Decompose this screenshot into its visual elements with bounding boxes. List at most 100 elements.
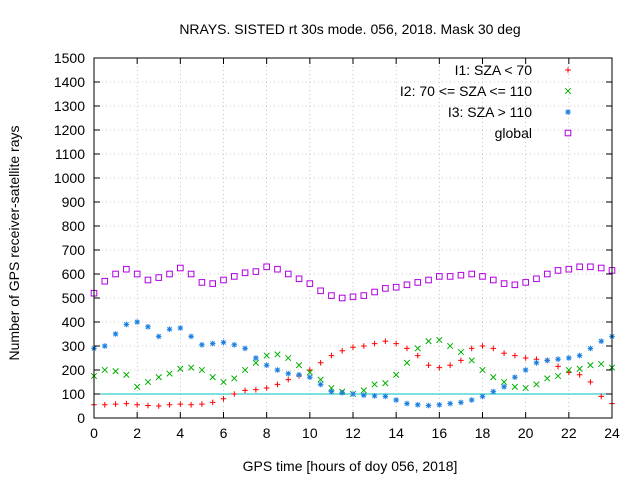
data-point [231, 375, 238, 382]
data-point [144, 276, 152, 284]
data-point [522, 384, 529, 392]
data-point [511, 383, 519, 390]
data-point [587, 263, 594, 271]
x-tick-label: 6 [220, 425, 228, 441]
y-tick-label: 400 [62, 314, 86, 330]
data-point [414, 402, 421, 408]
x-tick-label: 8 [263, 425, 271, 441]
data-point [393, 340, 399, 347]
data-point [166, 370, 173, 377]
data-point [393, 371, 400, 378]
data-point [252, 359, 260, 366]
legend-marker [565, 67, 571, 73]
x-tick-label: 18 [475, 425, 491, 441]
y-tick-label: 0 [77, 410, 85, 426]
data-point [468, 270, 476, 278]
data-point [274, 265, 281, 273]
data-point [565, 265, 573, 273]
data-point [307, 374, 313, 380]
data-point [133, 270, 141, 278]
data-point [425, 402, 432, 409]
y-tick-label: 300 [62, 338, 86, 354]
y-tick-label: 700 [62, 242, 86, 258]
data-point [263, 352, 270, 359]
data-point [479, 273, 486, 280]
data-point [101, 366, 108, 374]
data-point [500, 378, 508, 386]
y-tick-label: 1200 [54, 122, 85, 138]
data-point [220, 339, 227, 346]
data-point [242, 387, 248, 394]
data-point [522, 279, 529, 286]
data-point [414, 352, 421, 359]
data-point [306, 369, 313, 376]
data-point [392, 283, 400, 291]
data-point [576, 352, 583, 359]
data-point [123, 371, 130, 378]
data-point [328, 388, 335, 395]
data-point [339, 390, 346, 396]
data-point [209, 280, 217, 287]
y-tick-label: 1100 [55, 146, 85, 162]
data-point [166, 270, 173, 278]
data-point [393, 397, 399, 403]
legend-marker [565, 109, 571, 115]
data-point [490, 374, 497, 381]
x-tick-label: 20 [518, 425, 534, 441]
y-tick-label: 200 [62, 362, 86, 378]
data-point [134, 319, 140, 325]
data-point [198, 279, 206, 286]
data-point [209, 374, 216, 381]
y-tick-label: 1400 [54, 74, 85, 90]
legend-label: global [495, 125, 532, 141]
data-point [328, 292, 335, 299]
data-point [544, 375, 551, 382]
data-point [554, 267, 562, 274]
x-tick-label: 4 [176, 425, 184, 441]
data-point [512, 352, 518, 359]
data-point [446, 342, 454, 350]
data-point [436, 336, 443, 344]
data-point [479, 343, 486, 349]
x-tick-label: 16 [432, 425, 448, 441]
data-point [490, 345, 497, 352]
data-point [457, 271, 465, 279]
data-point [317, 381, 324, 388]
y-axis-label: Number of GPS receiver-satellite rays [6, 126, 22, 361]
y-tick-label: 1000 [54, 170, 85, 186]
data-point [382, 285, 389, 292]
data-point [155, 333, 162, 340]
data-point [285, 354, 292, 362]
legend-marker [564, 129, 572, 137]
data-point [177, 401, 184, 407]
data-point [489, 276, 497, 284]
data-point [134, 383, 141, 390]
data-point [555, 363, 561, 370]
data-point [177, 365, 184, 372]
data-point [598, 360, 605, 368]
data-point [468, 345, 475, 352]
data-point [371, 381, 378, 388]
data-point [468, 357, 475, 364]
data-point [252, 268, 260, 275]
data-point [220, 378, 227, 386]
data-point [274, 381, 281, 388]
data-point [285, 370, 292, 377]
y-tick-label: 800 [62, 218, 86, 234]
y-tick-label: 1500 [54, 50, 85, 66]
data-point [263, 263, 270, 271]
data-point [166, 402, 173, 408]
data-point [371, 288, 378, 296]
data-point [209, 399, 216, 406]
data-point [317, 376, 324, 383]
data-point [123, 265, 130, 273]
data-point [274, 367, 281, 373]
x-tick-label: 0 [90, 425, 98, 441]
data-point [576, 365, 583, 372]
data-point [306, 280, 314, 287]
data-point [382, 393, 389, 400]
data-point [533, 360, 540, 366]
data-point [457, 348, 465, 356]
data-point [403, 359, 411, 366]
data-point [458, 357, 464, 364]
